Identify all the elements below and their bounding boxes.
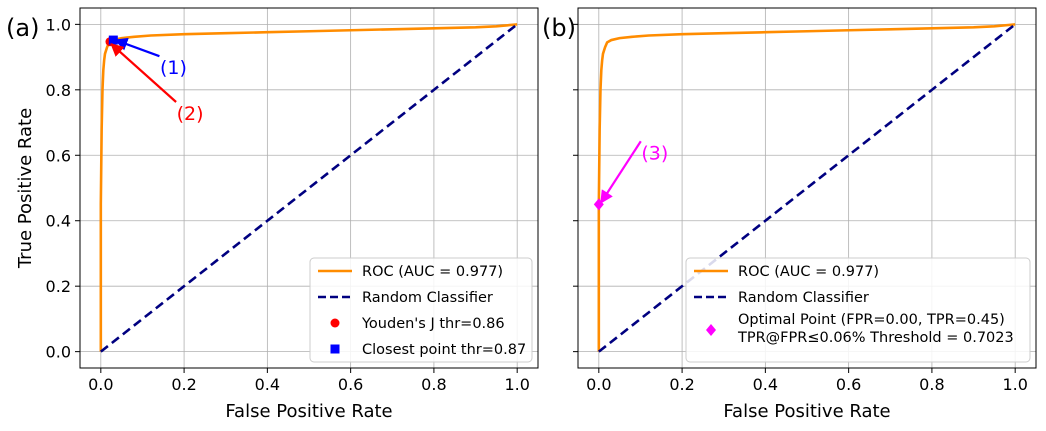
x-tick-label: 0.4: [255, 375, 280, 394]
annotation-arrow: [599, 140, 642, 204]
x-tick-label: 0.2: [171, 375, 196, 394]
x-tick-label: 0.8: [421, 375, 446, 394]
panel-label: (a): [6, 14, 39, 42]
legend-swatch-closest: [330, 344, 340, 354]
legend-label: Random Classifier: [362, 290, 493, 306]
y-tick-label: 0.0: [46, 343, 71, 362]
annotation-label: (3): [641, 142, 668, 164]
x-tick-label: 0.6: [836, 375, 861, 394]
legend: ROC (AUC = 0.977) Random Classifier Optima…: [685, 257, 1031, 363]
y-tick-label: 0.8: [46, 81, 71, 100]
legend-box: [685, 257, 1031, 363]
y-tick-label: 0.2: [46, 277, 71, 296]
random-classifier-line: [598, 23, 1016, 353]
x-tick-label: 0.2: [669, 375, 694, 394]
legend: ROC (AUC = 0.977) Random Classifier Youden…: [309, 257, 533, 363]
panel-label: (b): [542, 14, 576, 42]
plot-frame: [577, 7, 1037, 369]
legend-label: Closest point thr=0.87: [362, 342, 526, 358]
y-tick-label: 1.0: [46, 15, 71, 34]
x-tick-label: 0.0: [88, 375, 113, 394]
annotation-label: (1): [160, 57, 187, 79]
x-tick-label: 1.0: [1002, 375, 1027, 394]
x-tick-label: 0.4: [753, 375, 778, 394]
x-tick-label: 1.0: [504, 375, 529, 394]
x-tick-label: 0.6: [338, 375, 363, 394]
legend-label: ROC (AUC = 0.977): [738, 264, 879, 280]
chart-panel-a: 0.0 0.2 0.4 0.6 0.8 1.0 0.0 0.2 0.4 0.6 0.8 1.0 Fals…: [6, 7, 539, 422]
legend-box: [309, 257, 533, 363]
x-tick-label: 0.8: [919, 375, 944, 394]
plot-frame: [79, 7, 539, 369]
roc-curve-line: [99, 23, 518, 352]
x-tick-label: 0.0: [586, 375, 611, 394]
legend-swatch-youden: [330, 318, 340, 328]
y-tick-label: 0.4: [46, 212, 71, 231]
legend-label: Optimal Point (FPR=0.00, TPR=0.45): [738, 312, 1005, 328]
annotation-arrow: [110, 43, 177, 103]
annotation-arrow: [114, 37, 160, 58]
y-tick-label: 0.6: [46, 146, 71, 165]
legend-label: TPR@FPR≤0.06% Threshold = 0.7023: [737, 330, 1014, 346]
legend-label: Random Classifier: [738, 290, 869, 306]
closest-point-marker: [108, 35, 118, 45]
legend-swatch-optimal: [706, 324, 716, 336]
annotation-label: (2): [177, 103, 204, 125]
random-classifier-line: [100, 23, 518, 353]
chart-panel-b: 0.0 0.2 0.4 0.6 0.8 1.0 False Positive Rate (3)…: [542, 7, 1037, 422]
roc-curve-line: [597, 23, 1016, 352]
legend-label: ROC (AUC = 0.977): [362, 264, 503, 280]
x-axis-label: False Positive Rate: [225, 401, 392, 422]
legend-label: Youden's J thr=0.86: [361, 316, 505, 332]
x-axis-label: False Positive Rate: [723, 401, 890, 422]
y-axis-label: True Positive Rate: [15, 108, 36, 269]
